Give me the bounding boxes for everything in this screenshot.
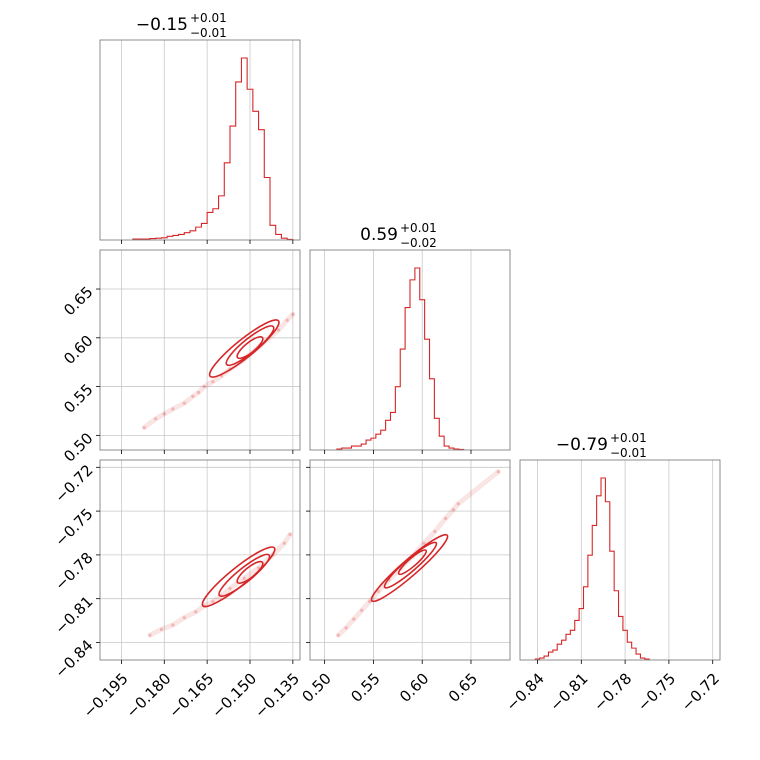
contour-line <box>201 546 276 608</box>
hist-panel-0: −0.15 +0.01−0.01 <box>99 11 301 244</box>
scatter-point <box>376 589 380 593</box>
scatter-point <box>256 566 261 570</box>
scatter-point <box>367 600 372 604</box>
contour-line <box>370 533 449 603</box>
scatter-point <box>444 516 448 520</box>
scatter-point <box>422 541 426 545</box>
y-tick-label: −0.78 <box>51 549 96 594</box>
scatter-point <box>148 633 152 637</box>
scatter-point <box>291 312 295 316</box>
x-tick-label: 0.55 <box>347 670 383 706</box>
x-tick-label: −0.84 <box>503 670 548 715</box>
histogram-title-median: −0.79 <box>556 435 608 455</box>
scatter-point <box>162 412 166 416</box>
x-tick-label: −0.81 <box>546 670 591 715</box>
y-tick-label: −0.75 <box>51 505 96 550</box>
pair-panel-1-0 <box>96 249 301 454</box>
density-band <box>141 311 296 431</box>
scatter-point <box>142 425 146 430</box>
scatter-point <box>154 417 158 421</box>
scatter-point <box>433 529 437 534</box>
panel-frame <box>99 39 301 241</box>
scatter-point <box>336 633 340 637</box>
scatter-point <box>228 586 232 591</box>
density-band <box>147 531 293 638</box>
histogram-title-minus: −0.01 <box>190 26 227 40</box>
x-tick-label: −0.75 <box>634 670 679 715</box>
scatter-point <box>496 470 500 474</box>
pair-content <box>141 311 296 431</box>
x-tick-label: −0.72 <box>678 670 723 715</box>
panel-frame <box>99 249 301 451</box>
pair-panel-2-0 <box>96 459 301 664</box>
histogram-step <box>132 57 294 240</box>
hist-panel-1: 0.59 +0.01−0.02 <box>309 221 511 454</box>
histogram-title-minus: −0.01 <box>610 446 647 460</box>
x-tick-label: 0.65 <box>445 670 481 706</box>
scatter-point <box>171 407 175 411</box>
pair-content <box>147 531 293 638</box>
y-tick-label: 0.50 <box>60 429 96 465</box>
scatter-point <box>451 508 456 512</box>
x-tick-label: −0.150 <box>208 670 260 722</box>
x-tick-label: −0.135 <box>251 670 303 722</box>
hist-panel-2: −0.79 +0.01−0.01 <box>519 431 721 664</box>
panel-frame <box>99 459 301 661</box>
histogram-title-plus: +0.01 <box>610 431 647 445</box>
scatter-point <box>211 380 215 384</box>
scatter-point <box>171 623 175 627</box>
histogram-title-minus: −0.02 <box>400 236 437 250</box>
x-tick-label: −0.195 <box>80 670 132 722</box>
histogram-title-plus: +0.01 <box>400 221 437 235</box>
pair-content <box>335 469 501 638</box>
y-tick-label: −0.81 <box>51 592 96 637</box>
scatter-point <box>352 617 356 621</box>
scatter-point <box>456 502 460 506</box>
panel-frame <box>309 249 511 451</box>
scatter-point <box>191 394 195 398</box>
histogram-step <box>534 477 650 660</box>
histogram-step <box>336 267 465 450</box>
scatter-point <box>360 608 364 612</box>
x-tick-label: −0.165 <box>165 670 217 722</box>
scatter-point <box>288 532 292 537</box>
x-tick-label: 0.50 <box>299 670 335 706</box>
x-tick-label: −0.180 <box>123 670 175 722</box>
x-tick-label: −0.78 <box>590 670 635 715</box>
scatter-point <box>182 616 186 620</box>
x-tick-label: 0.60 <box>396 670 432 706</box>
scatter-point <box>159 627 164 631</box>
contour-line <box>208 319 280 378</box>
y-tick-label: 0.60 <box>60 332 96 368</box>
y-tick-label: 0.55 <box>60 380 96 416</box>
contour-line <box>383 541 438 589</box>
y-tick-label: −0.84 <box>51 636 96 681</box>
scatter-point <box>242 576 246 580</box>
scatter-point <box>344 626 348 630</box>
panel-frame <box>519 459 721 661</box>
scatter-point <box>276 328 281 332</box>
pair-panel-2-1 <box>306 459 511 664</box>
y-tick-label: 0.65 <box>60 283 96 319</box>
scatter-point <box>194 610 198 614</box>
histogram-title-median: −0.15 <box>136 15 188 35</box>
scatter-point <box>282 541 286 545</box>
scatter-point <box>196 390 201 395</box>
histogram-title-median: 0.59 <box>360 225 398 245</box>
scatter-point <box>202 384 206 389</box>
histogram-title-plus: +0.01 <box>190 11 227 25</box>
scatter-point <box>182 401 186 405</box>
panel-frame <box>309 459 511 661</box>
y-tick-label: −0.72 <box>51 461 96 506</box>
contour-line <box>397 549 428 576</box>
scatter-point <box>285 318 289 322</box>
scatter-point <box>211 600 215 604</box>
